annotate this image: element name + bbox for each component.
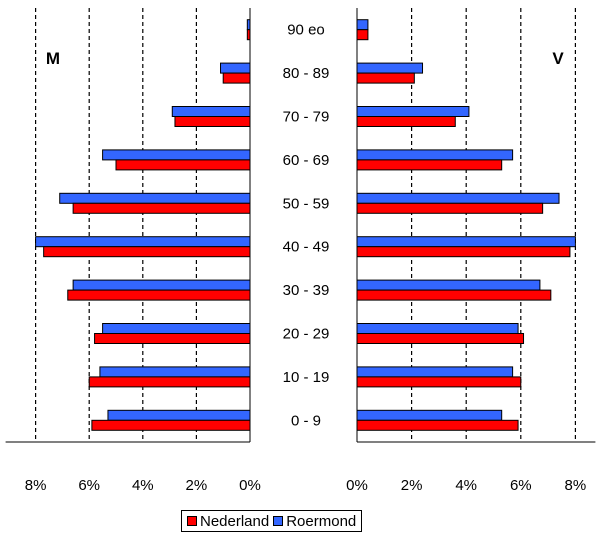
axes [5, 8, 596, 443]
tick-label-m-6: 6% [78, 477, 100, 494]
bar-v-nederland-10-19 [356, 376, 522, 388]
bar-v-roermond-90-eo [356, 19, 369, 31]
labels: 8% 6% 4% 2% 0% M 0% 2% 4% 6% 8% V 0 - 9 10 - 19 20 - 2… [25, 22, 586, 494]
tick-label-m-0: 0% [239, 477, 261, 494]
bar-v-nederland-30-39 [356, 289, 552, 301]
bar-v-nederland-90-eo [356, 29, 369, 41]
bar-m-nederland-40-49 [43, 246, 251, 258]
bar-v-nederland-80-89 [356, 72, 415, 84]
bar-m-nederland-10-19 [88, 376, 251, 388]
tick-label-v-0: 0% [346, 477, 368, 494]
bar-v-roermond-20-29 [356, 323, 519, 334]
bar-v-nederland-70-79 [356, 116, 456, 127]
bar-v-roermond-40-49 [356, 236, 576, 248]
legend-label-nederland: Nederland [200, 512, 270, 530]
bar-v-nederland-40-49 [356, 246, 571, 258]
legend-swatch-roermond [273, 516, 284, 526]
bar-m-roermond-20-29 [102, 323, 251, 334]
category-label-0-9: 0 - 9 [291, 412, 321, 429]
bar-m-roermond-70-79 [171, 106, 251, 117]
bar-m-roermond-40-49 [35, 236, 251, 248]
panel-label-v: V [552, 49, 564, 68]
bar-v-roermond-10-19 [356, 366, 514, 378]
bar-v-roermond-50-59 [356, 192, 560, 204]
category-label-80-89: 80 - 89 [283, 65, 330, 82]
bar-m-roermond-50-59 [59, 192, 251, 204]
bar-m-roermond-60-69 [102, 149, 251, 161]
bar-m-nederland-20-29 [94, 333, 251, 344]
tick-label-v-4: 4% [455, 477, 477, 494]
category-label-90-eo: 90 eo [287, 22, 325, 39]
tick-label-v-8: 8% [565, 477, 587, 494]
bar-m-roermond-30-39 [72, 279, 251, 291]
legend-item-roermond: Roermond [273, 513, 356, 530]
category-label-70-79: 70 - 79 [283, 109, 330, 126]
gridlines [34, 8, 577, 442]
category-label-50-59: 50 - 59 [283, 195, 330, 212]
tick-label-m-2: 2% [186, 477, 208, 494]
bar-v-roermond-80-89 [356, 62, 424, 74]
tick-label-m-4: 4% [132, 477, 154, 494]
legend-swatch-nederland [187, 516, 197, 526]
legend-item-nederland: Nederland [187, 513, 269, 530]
bar-v-roermond-0-9 [356, 409, 503, 421]
bar-m-roermond-80-89 [220, 62, 251, 74]
bar-v-nederland-0-9 [356, 419, 519, 431]
panel-label-m: M [46, 49, 60, 68]
bar-m-nederland-70-79 [174, 116, 251, 127]
bar-v-roermond-30-39 [356, 279, 541, 291]
bar-m-nederland-30-39 [67, 289, 251, 301]
bar-m-nederland-50-59 [72, 202, 251, 214]
bar-v-nederland-20-29 [356, 333, 525, 344]
legend-label-roermond: Roermond [286, 512, 357, 530]
legend: Nederland Roermond [181, 510, 363, 532]
category-label-40-49: 40 - 49 [283, 239, 330, 256]
bar-v-nederland-60-69 [356, 159, 503, 171]
category-label-10-19: 10 - 19 [283, 369, 330, 386]
bar-m-roermond-0-9 [107, 409, 251, 421]
bar-v-nederland-50-59 [356, 202, 544, 214]
tick-label-v-2: 2% [401, 477, 423, 494]
bar-m-nederland-60-69 [115, 159, 251, 171]
tick-label-m-8: 8% [25, 477, 47, 494]
bar-m-nederland-0-9 [91, 419, 251, 431]
category-label-60-69: 60 - 69 [283, 152, 330, 169]
category-label-30-39: 30 - 39 [283, 282, 330, 299]
bar-v-roermond-60-69 [356, 149, 514, 161]
bar-m-roermond-10-19 [99, 366, 251, 378]
bar-v-roermond-70-79 [356, 106, 470, 117]
bar-m-nederland-80-89 [222, 72, 251, 84]
tick-label-v-6: 6% [510, 477, 532, 494]
category-label-20-29: 20 - 29 [283, 326, 330, 343]
